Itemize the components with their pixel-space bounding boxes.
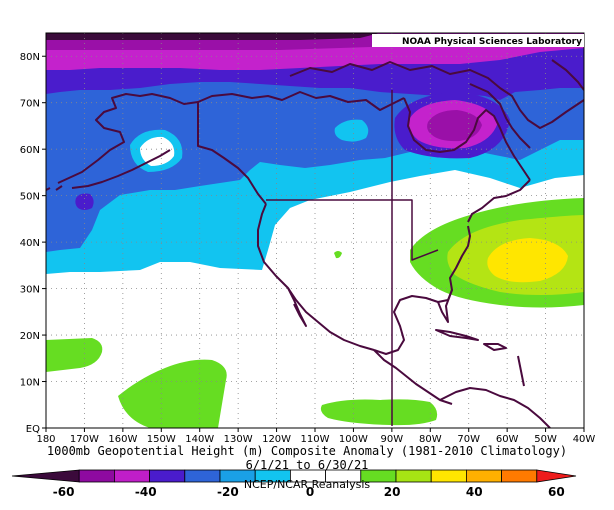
coastlines: [46, 59, 584, 428]
mexico-green-dot: [334, 251, 342, 259]
lon-tick-label: 90W: [381, 434, 404, 445]
lon-tick-label: 70W: [457, 434, 480, 445]
canada-north-coast: [197, 91, 405, 111]
lat-tick-label: 40N: [20, 238, 40, 249]
lat-tick-label: 60N: [20, 145, 40, 156]
greenland-coast: [551, 59, 584, 91]
lon-tick-label: 50W: [534, 434, 557, 445]
colorbar-tick-label: 60: [548, 485, 565, 499]
lon-tick-label: 170W: [70, 434, 99, 445]
lat-tick-label: 80N: [20, 52, 40, 63]
lat-tick-label: 30N: [20, 285, 40, 296]
lat-tick-label: EQ: [26, 424, 40, 435]
hudson-bay-coast: [403, 97, 531, 181]
lon-tick-label: 130W: [224, 434, 253, 445]
tropical-atlantic-green-patch: [320, 399, 438, 426]
cuba-coast: [435, 329, 479, 341]
lesser-antilles-coast: [517, 355, 525, 387]
lon-tick-label: 140W: [185, 434, 214, 445]
alaska-white-patch: [140, 136, 175, 166]
baffin-coast: [469, 83, 531, 149]
canada-cyan-patch: [334, 119, 369, 142]
lon-tick-label: 100W: [339, 434, 368, 445]
longitude-axis: 180 170W 160W 150W 140W 130W 120W 110W 100W 90W 80…: [36, 428, 595, 445]
lat-tick-label: 70N: [20, 99, 40, 110]
atlantic-canada-coast: [467, 179, 531, 223]
colorbar-arrow-right: [536, 469, 577, 483]
atlantic-yellow-core: [487, 238, 568, 283]
arctic-islands-coast: [289, 61, 584, 129]
central-america-coast: [373, 349, 453, 405]
lon-tick-label: 150W: [147, 434, 176, 445]
anomaly-map: [46, 33, 584, 428]
lon-tick-label: 80W: [419, 434, 442, 445]
lat-tick-label: 50N: [20, 192, 40, 203]
date-range: 6/1/21 to 6/30/21: [245, 458, 369, 472]
colorbar-tick-label: -60: [53, 485, 75, 499]
latitude-axis: 80N 70N 60N 50N 40N 30N 20N 10N EQ: [20, 52, 46, 435]
pacific-indigo-blob: [75, 193, 94, 210]
baja-coast: [287, 287, 307, 327]
alaska-peninsula-coast: [71, 149, 171, 189]
gulf-coast: [373, 225, 471, 355]
lon-tick-label: 180: [36, 434, 55, 445]
hispaniola-coast: [483, 343, 507, 351]
colorbar: [11, 469, 577, 483]
lon-tick-label: 110W: [301, 434, 330, 445]
colorbar-tick-label: 40: [466, 485, 483, 499]
figure-title: 1000mb Geopotential Height (m) Composite…: [46, 444, 568, 458]
east-pacific-green-patch: [46, 338, 103, 372]
aleutian-islands: [46, 185, 63, 191]
alaska-coast: [57, 93, 267, 205]
south-america-coast: [439, 387, 551, 428]
deep-purple-anomaly-region: [46, 33, 380, 40]
lon-tick-label: 60W: [496, 434, 519, 445]
colorbar-tick-label: 0: [306, 485, 314, 499]
colorbar-tick-label: -40: [135, 485, 157, 499]
hudson-low-purple: [427, 110, 482, 142]
lat-tick-label: 20N: [20, 331, 40, 342]
lon-tick-label: 120W: [262, 434, 291, 445]
colorbar-tick-label: -20: [217, 485, 239, 499]
colorbar-labels: -60 -40 -20 0 20 40 60: [53, 485, 565, 499]
tropical-pacific-green-patch: [118, 359, 227, 428]
lat-tick-label: 10N: [20, 378, 40, 389]
lon-tick-label: 160W: [108, 434, 137, 445]
lon-tick-label: 40W: [573, 434, 596, 445]
dataset-credit: NCEP/NCAR Reanalysis: [243, 478, 371, 491]
colorbar-tick-label: 20: [384, 485, 401, 499]
canada-us-border: [266, 199, 439, 261]
florida-coast: [437, 289, 453, 323]
credit-box: [372, 34, 584, 47]
credit-label: NOAA Physical Sciences Laboratory: [402, 37, 582, 47]
